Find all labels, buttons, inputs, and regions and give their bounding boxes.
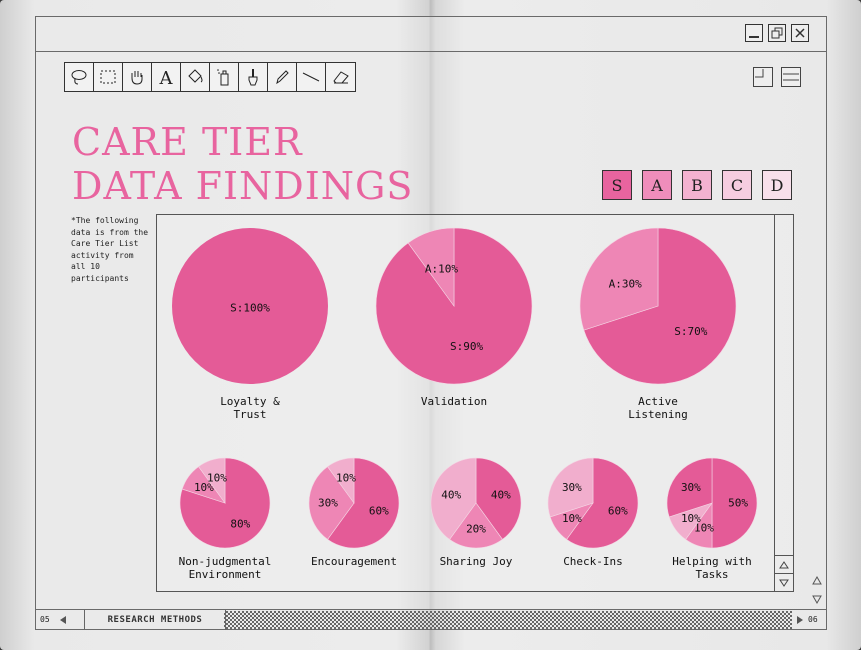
slice-label: A:30% [609,277,642,290]
prev-page-arrow-icon[interactable] [58,615,68,625]
right-page-number: 06 [808,615,818,624]
data-note: *The following data is from the Care Tie… [71,216,149,283]
spray-can-icon[interactable] [210,63,239,91]
chart-panel: S:100% Loyalty & Trust S:90% A:10% Validation… [156,214,794,592]
paint-bucket-icon[interactable] [181,63,210,91]
slice-label: 10% [694,521,714,534]
pie-slice [475,457,522,540]
pie-slice [583,227,737,385]
slice-label: 10% [681,512,701,525]
marquee-select-icon[interactable] [94,63,123,91]
slice-label: 40% [441,488,461,501]
slice-label: 60% [369,505,389,518]
vertical-scrollbar[interactable] [774,215,793,591]
slice-label: 10% [194,481,214,494]
pie-slice [327,457,355,504]
title-line-2: DATA FINDINGS [72,164,414,208]
slice-label: 50% [728,497,748,510]
chart-title: Helping with [672,555,751,568]
chart-title: Active [638,395,678,408]
pie-slice [407,227,455,307]
slice-label: 10% [562,512,582,525]
tier-s-button[interactable]: S [602,170,632,200]
tier-d-button[interactable]: D [762,170,792,200]
pie-slice [666,457,713,518]
pie-chart-2: S:90% A:10% Validation [375,227,533,408]
pie-slice [198,457,226,504]
eraser-icon[interactable] [326,63,355,91]
slice-label: 30% [681,481,701,494]
tier-b-button[interactable]: B [682,170,712,200]
title-line-1: CARE TIER [72,120,303,164]
single-view-icon[interactable] [753,67,773,87]
chart-title: Listening [628,408,688,421]
chart-title: Check-Ins [563,555,623,568]
close-button[interactable] [791,24,809,42]
slice-label: 40% [491,488,511,501]
chart-title: Encouragement [311,555,397,568]
pie-chart-1: S:100% Loyalty &Trust [172,228,328,421]
chart-title: Non-judgmental [179,555,272,568]
title-bar [36,17,826,52]
pie-slice [172,228,328,384]
slice-label: S:100% [230,301,270,314]
pie-slice [579,227,659,331]
slice-label: 10% [336,472,356,485]
tier-a-button[interactable]: A [642,170,672,200]
slice-label: 80% [230,518,250,531]
chart-title: Tasks [695,568,728,581]
pie-chart-5: 60% 30% 10% Encouragement [308,457,400,568]
chart-title: Trust [233,408,266,421]
chart-title: Environment [189,568,262,581]
checker-pattern [224,611,792,629]
minimize-button[interactable] [745,24,763,42]
drawing-toolbar: A [64,62,356,92]
slice-label: 30% [562,481,582,494]
pie-slice [430,457,477,540]
chart-title: Sharing Joy [440,555,513,568]
tier-c-button[interactable]: C [722,170,752,200]
slice-label: 30% [318,497,338,510]
left-page-number: 05 [40,615,50,624]
slice-label: 60% [608,505,628,518]
scroll-down-arrow-icon[interactable] [775,573,793,591]
slice-label: S:70% [674,325,707,338]
hand-icon[interactable] [123,63,152,91]
text-icon[interactable]: A [152,63,181,91]
split-view-icon[interactable] [781,67,801,87]
scroll-up-arrow-icon[interactable] [775,555,793,573]
pie-slice [711,457,758,549]
next-page-arrow-icon[interactable] [795,615,805,625]
restore-button[interactable] [768,24,786,42]
pie-chart-7: 60% 10% 30% Check-Ins [547,457,639,568]
chart-title: Loyalty & [220,395,280,408]
lasso-icon[interactable] [65,63,94,91]
slice-label: 20% [466,523,486,536]
svg-text:A: A [159,68,174,87]
section-tab[interactable]: RESEARCH METHODS [84,610,226,630]
slice-label: S:90% [450,340,483,353]
pie-slice [566,457,639,549]
bottom-bar: 05 RESEARCH METHODS 06 [36,609,826,630]
pie-slice [449,502,503,549]
page-title: CARE TIER DATA FINDINGS [72,120,413,208]
pie-slice [547,457,594,518]
pie-chart-6: 40% 20% 40% Sharing Joy [430,457,522,568]
brush-icon[interactable] [239,63,268,91]
pie-slice [308,466,355,540]
slice-label: 10% [207,472,227,485]
line-icon[interactable] [297,63,326,91]
pencil-icon[interactable] [268,63,297,91]
pie-slice [327,457,400,549]
chart-title: Validation [421,395,487,408]
slice-label: A:10% [425,263,458,276]
pie-charts: S:100% Loyalty &Trust S:90% A:10% Validation… [172,227,758,581]
outer-scrollbar[interactable] [808,572,826,608]
